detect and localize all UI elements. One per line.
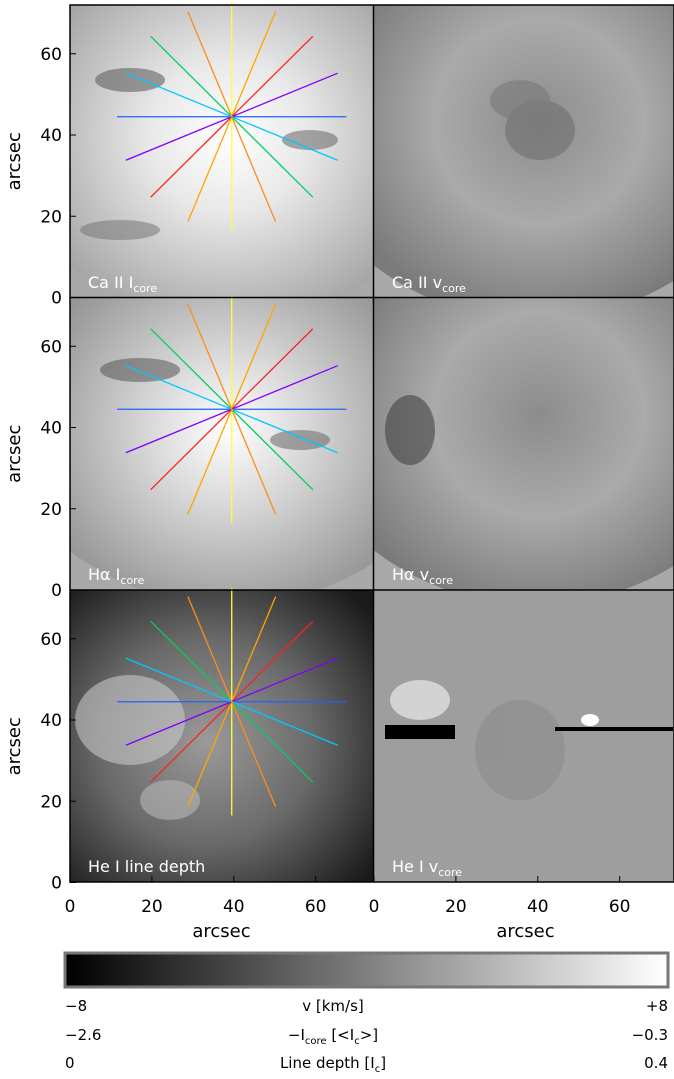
colorbar-row1-center: −Icore [<Ic>]: [288, 1026, 378, 1047]
colorbar-row1-right: −0.3: [632, 1026, 668, 1044]
ylabel-2: arcsec: [4, 717, 25, 775]
ylabel-1: arcsec: [4, 425, 25, 483]
panel-label-1: Ca II vcore: [392, 273, 466, 295]
panel-label-0: Ca II Icore: [88, 273, 157, 295]
ytick-1-2: 40: [40, 419, 62, 439]
cut-line-0-7: [187, 11, 277, 223]
xlabel-0: arcsec: [192, 921, 250, 942]
xlabel-1: arcsec: [496, 921, 554, 942]
xtick-1-3: 60: [609, 897, 631, 917]
he-velocity-bright-spot: [581, 714, 599, 726]
panel-image-ca-intensity: [70, 5, 373, 297]
colorbar-row1-left: −2.6: [65, 1026, 101, 1044]
ytick-1-1: 20: [40, 500, 62, 520]
panel-grid: [70, 5, 674, 882]
ytick-0-0: 0: [51, 289, 62, 309]
ytick-1-3: 60: [40, 337, 62, 357]
texture-features: [75, 68, 575, 820]
ytick-1-0: 0: [51, 581, 62, 601]
panel-image-ha-intensity: [70, 298, 373, 590]
ylabel-0: arcsec: [4, 132, 25, 190]
colorbar-gradient: [63, 951, 670, 989]
panel-label-2: Hα Icore: [88, 565, 144, 587]
xtick-0-2: 40: [223, 897, 245, 917]
ytick-0-1: 20: [40, 207, 62, 227]
ytick-2-1: 20: [40, 792, 62, 812]
ytick-0-2: 40: [40, 126, 62, 146]
colorbar-row0-center: v [km/s]: [302, 997, 364, 1015]
ytick-2-3: 60: [40, 630, 62, 650]
xtick-1-0: 0: [369, 897, 380, 917]
xtick-0-1: 20: [141, 897, 163, 917]
he-velocity-streak-left: [385, 725, 455, 739]
cut-line-2-7: [187, 596, 277, 808]
colorbar-row0-right: +8: [646, 997, 668, 1015]
axes: 0 20 40 60 arcsec 0 20 40 60 arcsec 0 20 40 60 arcsec 0…: [4, 45, 630, 942]
colorbar-row0-left: −8: [65, 997, 87, 1015]
cut-line-1-7: [187, 303, 277, 515]
xtick-1-2: 40: [527, 897, 549, 917]
ytick-2-0: 0: [51, 874, 62, 894]
panel-label-3: Hα vcore: [392, 565, 453, 587]
colorbar: −8 v [km/s] +8 −2.6 −Icore [<Ic>] −0.3 0…: [63, 951, 670, 1075]
xtick-0-3: 60: [305, 897, 327, 917]
ytick-2-2: 40: [40, 711, 62, 731]
colorbar-row2-center: Line depth [Ic]: [280, 1054, 386, 1075]
panel-labels: Ca II Icore Ca II vcore Hα Icore Hα vcor…: [88, 273, 466, 879]
panel-label-4: He I line depth: [88, 857, 205, 876]
he-velocity-streak-right: [555, 727, 673, 731]
panel-label-5: He I vcore: [392, 857, 462, 879]
cut-lines: [117, 2, 347, 816]
colorbar-row2-right: 0.4: [644, 1054, 668, 1072]
xtick-0-0: 0: [65, 897, 76, 917]
xtick-1-1: 20: [445, 897, 467, 917]
ytick-0-3: 60: [40, 45, 62, 65]
colorbar-row2-left: 0: [65, 1054, 75, 1072]
panel-frames: [69, 4, 674, 883]
